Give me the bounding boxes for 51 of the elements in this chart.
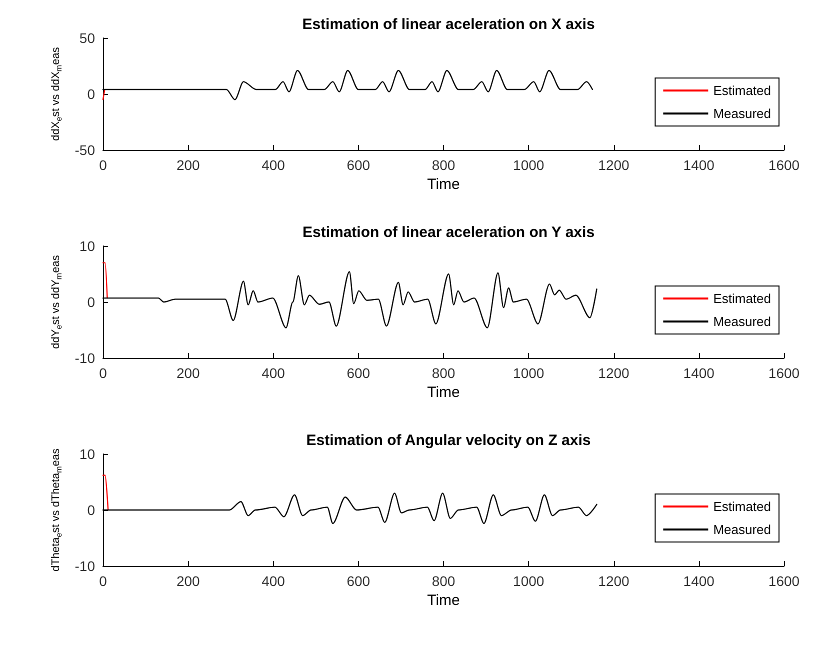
legend-label: Estimated — [713, 83, 772, 98]
y-tick-label: 0 — [87, 294, 96, 310]
x-tick-label: 1400 — [683, 365, 715, 381]
y-axis-title: ddYest vs ddYmeas — [50, 254, 64, 349]
x-tick-label: 1200 — [598, 365, 630, 381]
x-tick-label: 1400 — [683, 157, 715, 173]
x-tick-label: 200 — [176, 365, 200, 381]
x-tick-label: 1200 — [598, 573, 630, 589]
legend-label: Estimated — [713, 291, 772, 306]
x-axis-title: Time — [427, 176, 460, 193]
x-tick-label: 0 — [99, 365, 108, 381]
y-tick-label: -10 — [74, 350, 96, 366]
x-tick-label: 0 — [99, 573, 108, 589]
y-tick-label: 50 — [79, 30, 96, 46]
x-tick-label: 600 — [346, 573, 370, 589]
x-tick-label: 200 — [176, 157, 200, 173]
x-tick-label: 800 — [432, 573, 456, 589]
x-tick-label: 800 — [432, 157, 456, 173]
x-tick-label: 1200 — [598, 157, 630, 173]
x-tick-label: 1400 — [683, 573, 715, 589]
x-tick-label: 1600 — [768, 573, 800, 589]
y-tick-label: -50 — [74, 142, 96, 158]
x-tick-label: 400 — [262, 365, 286, 381]
x-axis-title: Time — [427, 384, 460, 401]
y-axis-title: dThetaest vs dThetameas — [50, 448, 64, 572]
x-tick-label: 200 — [176, 573, 200, 589]
legend-label: Measured — [713, 106, 772, 121]
x-axis-title: Time — [427, 592, 460, 609]
x-tick-label: 800 — [432, 365, 456, 381]
x-tick-label: 1600 — [768, 157, 800, 173]
y-axis-title: ddXest vs ddXmeas — [50, 46, 64, 141]
x-tick-label: 0 — [99, 157, 108, 173]
x-tick-label: 1000 — [513, 365, 544, 381]
x-tick-label: 600 — [346, 157, 370, 173]
y-tick-label: 0 — [87, 502, 96, 518]
x-tick-label: 1600 — [768, 365, 800, 381]
chart-title: Estimation of Angular velocity on Z axis — [306, 432, 591, 449]
legend-label: Estimated — [713, 499, 772, 514]
y-tick-label: 10 — [79, 446, 96, 462]
y-tick-label: 0 — [87, 86, 96, 102]
x-tick-label: 400 — [262, 573, 286, 589]
x-tick-label: 600 — [346, 365, 370, 381]
chart-title: Estimation of linear aceleration on X axis — [302, 16, 595, 33]
x-tick-label: 400 — [262, 157, 286, 173]
chart-title: Estimation of linear aceleration on Y axis — [302, 224, 595, 241]
x-tick-label: 1000 — [513, 573, 544, 589]
x-tick-label: 1000 — [513, 157, 544, 173]
y-tick-label: 10 — [79, 238, 96, 254]
legend-label: Measured — [713, 522, 772, 537]
legend-label: Measured — [713, 314, 772, 329]
y-tick-label: -10 — [74, 558, 96, 574]
